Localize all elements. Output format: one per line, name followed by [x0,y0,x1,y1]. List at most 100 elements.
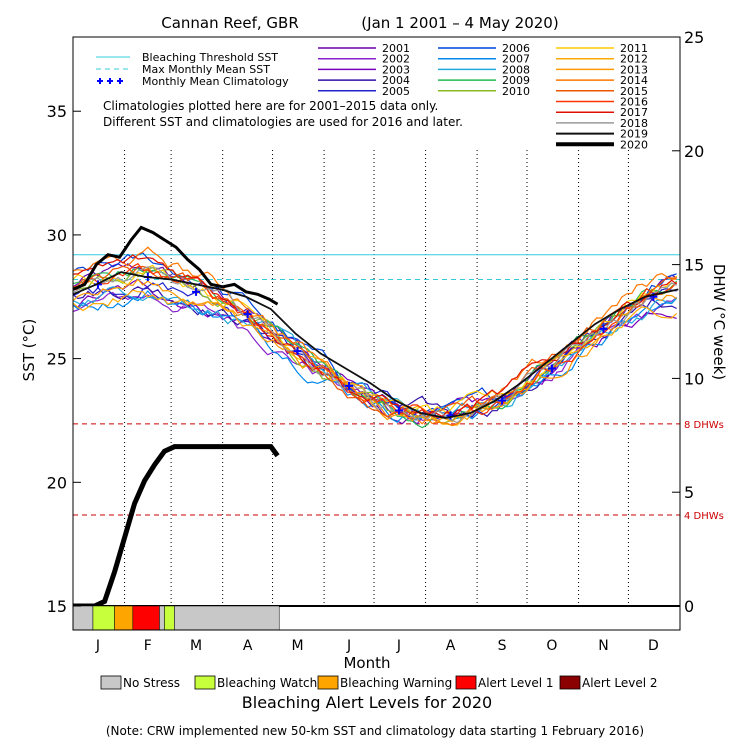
y-left-tick-label: 35 [47,102,67,121]
alert-segment [92,605,115,631]
alert-segment [72,605,94,631]
climatology-marker [498,396,507,405]
alert-segment [159,605,165,631]
alert-segment [164,605,175,631]
month-tick-label: F [144,638,152,654]
legend-label: Monthly Mean Climatology [142,75,289,88]
y-right-tick-label: 5 [684,483,694,502]
legend-year-label: 2013 [620,63,648,76]
month-tick-label: J [95,638,100,654]
month-tick-label: D [648,638,659,654]
legend-year-label: 2004 [382,74,410,87]
legend-year-label: 2010 [502,85,530,98]
sst-line-2019 [72,271,679,419]
legend-plus-marker [107,78,113,84]
legend-year-label: 2020 [620,138,648,151]
legend-year-label: 2007 [502,53,530,66]
month-tick-label: S [498,638,507,654]
y-left-tick-label: 25 [47,350,67,369]
alert-segment [174,605,280,631]
chart-subtitle: (Jan 1 2001 – 4 May 2020) [361,14,558,32]
legend-year-label: 2017 [620,106,648,119]
month-gridlines [124,150,629,606]
month-tick-label: M [190,638,202,654]
dhw-line-2020 [73,444,280,609]
dhw-reference-label: 8 DHWs [684,420,724,431]
plot-frame [72,36,681,631]
legend-year-label: 2016 [620,96,648,109]
alert-legend-label: Bleaching Watch [217,676,317,690]
plot-area [73,37,680,630]
x-axis-label: Month [343,654,390,672]
sst-line-2018 [72,266,677,424]
legend-year-label: 2009 [502,74,530,87]
y-axis-right-label: DHW (°C week) [710,264,728,380]
climatology-marker [293,347,302,356]
alert-level-bar [72,605,280,631]
legend-plus-marker [117,78,123,84]
chart-note: Climatologies plotted here are for 2001–… [103,99,438,113]
alert-legend-label: Alert Level 1 [478,676,554,690]
climatology-marker [547,364,556,373]
legend-year-label: 2011 [620,42,648,55]
legend-year-label: 2003 [382,63,410,76]
climatology-marker [243,310,252,319]
climatology-marker [599,324,608,333]
y-right-tick-label: 20 [684,142,704,161]
alert-legend-title: Bleaching Alert Levels for 2020 [242,693,492,712]
alert-legend-swatch [100,675,122,690]
month-tick-label: A [446,638,456,654]
legend-year-label: 2002 [382,53,410,66]
legend-year-label: 2001 [382,42,410,55]
sst-line-2013 [72,278,678,424]
legend-year-label: 2006 [502,42,530,55]
y-left-tick-label: 30 [47,226,67,245]
axes: 15 20 25 30 35 0 5 10 15 20 25 J F M A M J J A S O N D [47,28,705,654]
legend-label: Max Monthly Mean SST [142,63,270,76]
sst-line-2016 [72,262,678,419]
legend-year-label: 2019 [620,128,648,141]
climatology-marker [446,411,455,420]
y-axis-left-label: SST (°C) [20,319,38,382]
y-left-tick-label: 15 [47,597,67,616]
sst-line-2020 [72,225,279,306]
climatology-marker [394,406,403,415]
alert-legend-swatch [455,675,477,690]
footnote: (Note: CRW implemented new 50-km SST and… [106,724,644,738]
alert-segment [114,605,134,631]
sst-line-2009 [72,267,678,429]
year-sst-lines [72,246,678,429]
y-right-tick-label: 25 [684,28,704,47]
sst-line-2015 [72,265,677,418]
alert-legend-swatch [317,675,339,690]
chart-title: Cannan Reef, GBR [161,14,299,32]
legend-year-label: 2008 [502,63,530,76]
alert-legend-label: Alert Level 2 [582,676,658,690]
alert-segment [132,605,160,631]
y-left-tick-label: 20 [47,473,67,492]
sst-line-2017 [72,254,678,418]
y-right-tick-label: 0 [684,597,694,616]
legend-label: Bleaching Threshold SST [142,51,278,64]
legend-year-label: 2015 [620,85,648,98]
alert-legend: No Stress Bleaching Watch Bleaching Warnin… [100,675,658,690]
sst-line-2007 [72,290,678,423]
alert-legend-label: No Stress [123,676,180,690]
month-tick-label: N [598,638,608,654]
month-tick-label: O [546,638,557,654]
sst-line-2012 [72,289,678,426]
legend-year-label: 2005 [382,85,410,98]
month-tick-label: A [243,638,253,654]
month-tick-label: J [346,638,351,654]
plot-background [73,37,680,630]
alert-legend-label: Bleaching Warning [340,676,452,690]
y-right-tick-label: 10 [684,369,704,388]
y-right-tick-label: 15 [684,256,704,275]
climatology-marker [192,287,201,296]
chart-note: Different SST and climatologies are used… [103,115,463,129]
legend-plus-marker [97,78,103,84]
climatology-marker [345,381,354,390]
dhw-reference-label: 4 DHWs [684,511,724,522]
